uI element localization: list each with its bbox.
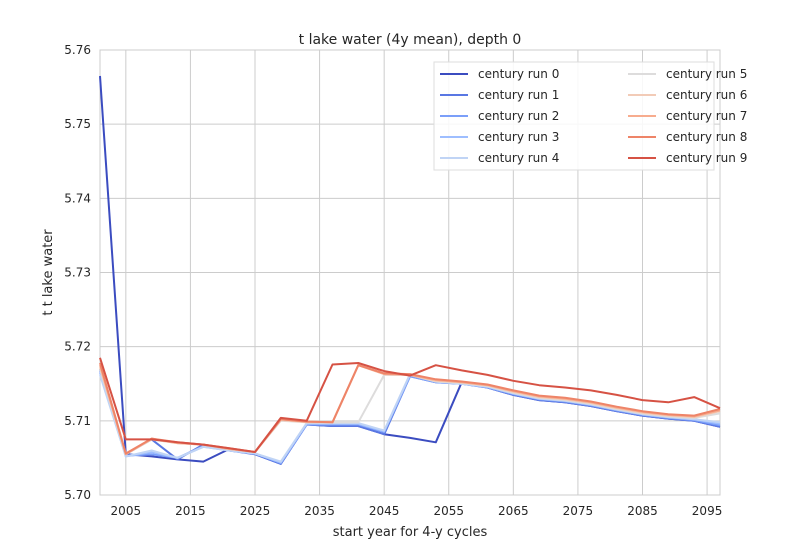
y-tick-label: 5.70 — [64, 488, 91, 502]
x-tick-label: 2025 — [240, 504, 271, 518]
legend: century run 0 century run 1 century run 2 c… — [433, 61, 747, 171]
y-tick-label: 5.73 — [64, 266, 91, 280]
legend-label: century run 3 — [478, 130, 559, 144]
y-tick-label: 5.72 — [64, 340, 91, 354]
x-tick-labels: 2005 2015 2025 2035 2045 2055 2065 2075 2085 2095 — [111, 504, 723, 518]
x-axis-title: start year for 4-y cycles — [333, 525, 488, 540]
x-tick-label: 2035 — [304, 504, 335, 518]
legend-label: century run 1 — [478, 88, 559, 102]
y-tick-label: 5.75 — [64, 117, 91, 131]
y-tick-label: 5.71 — [64, 414, 91, 428]
series-line — [99, 357, 721, 453]
legend-label: century run 2 — [478, 109, 559, 123]
y-tick-labels: 5.70 5.71 5.72 5.73 5.74 5.75 5.76 — [64, 43, 91, 502]
legend-label: century run 9 — [666, 151, 747, 165]
x-tick-label: 2095 — [692, 504, 723, 518]
y-axis-title: t t lake water — [41, 229, 56, 316]
series-lines — [99, 75, 721, 465]
x-tick-label: 2085 — [627, 504, 658, 518]
legend-label: century run 8 — [666, 130, 747, 144]
y-tick-label: 5.76 — [64, 43, 91, 57]
x-tick-label: 2075 — [563, 504, 594, 518]
legend-label: century run 7 — [666, 109, 747, 123]
legend-label: century run 5 — [666, 67, 747, 81]
legend-box — [433, 61, 715, 171]
x-tick-label: 2055 — [433, 504, 464, 518]
x-tick-label: 2045 — [369, 504, 400, 518]
legend-label: century run 6 — [666, 88, 747, 102]
chart-title: t lake water (4y mean), depth 0 — [299, 32, 522, 48]
x-tick-label: 2015 — [175, 504, 206, 518]
x-tick-label: 2005 — [111, 504, 142, 518]
x-tick-label: 2065 — [498, 504, 529, 518]
plot-frame — [99, 49, 721, 496]
legend-label: century run 4 — [478, 151, 559, 165]
y-tick-label: 5.74 — [64, 191, 91, 205]
legend-label: century run 0 — [478, 67, 559, 81]
